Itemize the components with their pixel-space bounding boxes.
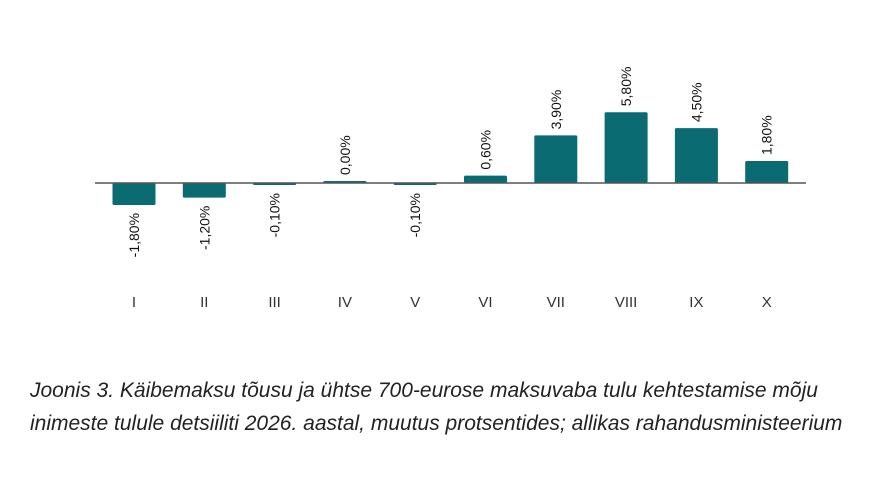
value-label-I: -1,80% (126, 213, 142, 257)
tick-label-III: III (268, 294, 281, 311)
bar-I (112, 183, 156, 205)
value-label-VI: 0,60% (478, 130, 494, 170)
value-label-VIII: 5,80% (618, 67, 634, 107)
tick-label-VIII: VIII (615, 294, 638, 311)
tick-label-VI: VI (478, 294, 492, 311)
tick-label-VII: VII (547, 294, 565, 311)
value-label-V: -0,10% (407, 193, 423, 237)
tick-label-V: V (410, 294, 420, 311)
tick-label-X: X (762, 294, 772, 311)
figure-caption: Joonis 3. Käibemaksu tõusu ja ühtse 700-… (30, 379, 843, 435)
tick-label-I: I (132, 294, 136, 311)
tick-label-II: II (200, 294, 208, 311)
value-label-III: -0,10% (267, 193, 283, 237)
category-tick-labels-group: I II III IV V VI VII VIII IX X (132, 294, 772, 311)
value-label-IX: 4,50% (688, 82, 704, 122)
bars-group (112, 112, 789, 205)
bar-II (182, 183, 226, 198)
bar-IX (674, 128, 718, 183)
bar-VIII (604, 112, 648, 183)
value-label-IV: 0,00% (337, 135, 353, 175)
value-label-VII: 3,90% (548, 90, 564, 130)
value-label-X: 1,80% (759, 115, 775, 155)
value-labels-group: -1,80% -1,20% -0,10% 0,00% -0,10% 0,60% 3,90% 5… (126, 67, 775, 258)
bar-chart: -1,80% -1,20% -0,10% 0,00% -0,10% 0,60% 3,90% 5… (95, 67, 806, 311)
value-label-II: -1,20% (196, 206, 212, 250)
bar-X (745, 161, 789, 183)
bar-VI (464, 175, 507, 183)
bar-VII (534, 135, 578, 183)
tick-label-IX: IX (689, 294, 703, 311)
tick-label-IV: IV (338, 294, 352, 311)
